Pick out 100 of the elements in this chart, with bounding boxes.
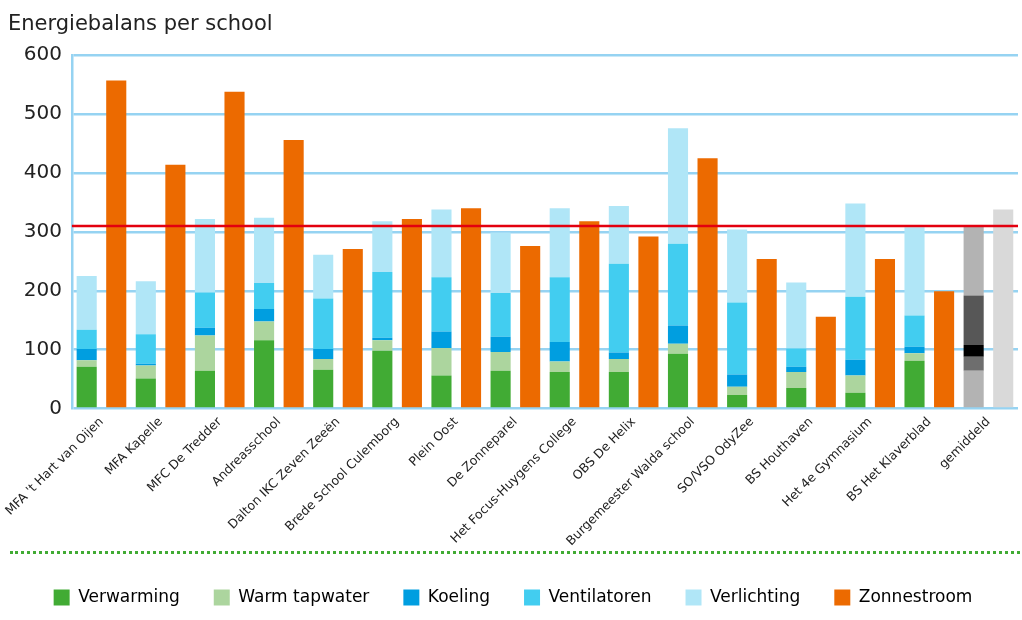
bar (608, 263, 629, 353)
bar (608, 372, 629, 408)
bar (963, 344, 984, 357)
bar (904, 360, 925, 408)
y-tick-label: 200 (23, 276, 62, 301)
bar (313, 369, 334, 408)
bar (786, 366, 807, 373)
bar (490, 370, 511, 408)
bar (194, 292, 215, 328)
bar (904, 353, 925, 361)
bar (608, 359, 629, 373)
bar (697, 158, 718, 408)
bar (254, 340, 275, 408)
bar (135, 365, 156, 379)
bar (608, 352, 629, 360)
bar (667, 343, 689, 354)
bar (431, 209, 452, 278)
bar (372, 340, 393, 351)
bar (135, 334, 156, 364)
bar (549, 277, 570, 342)
bar (76, 360, 97, 367)
bar (934, 291, 955, 408)
bar (845, 359, 866, 376)
bar (845, 203, 866, 297)
bar (845, 375, 866, 393)
bar (549, 342, 570, 362)
bar (313, 349, 334, 360)
bar (845, 296, 866, 360)
bar (667, 128, 689, 244)
bar (254, 217, 275, 284)
bar (313, 298, 334, 350)
bar (786, 372, 807, 388)
bar (993, 209, 1014, 408)
bar (815, 316, 836, 408)
bar (372, 271, 393, 338)
bar (401, 218, 422, 408)
bar (786, 387, 807, 408)
bar (786, 348, 807, 367)
bar (963, 295, 984, 345)
bar (106, 80, 127, 408)
bar (874, 258, 896, 408)
legend-label: Warm tapwater (238, 585, 370, 606)
bar (904, 346, 925, 354)
bar (431, 347, 452, 376)
bar (904, 227, 925, 316)
bar (579, 221, 600, 408)
legend-label: Ventilatoren (548, 585, 652, 606)
bar (194, 218, 215, 293)
bar (727, 229, 748, 303)
bar (254, 309, 275, 322)
bar (194, 335, 215, 371)
bar (254, 321, 275, 341)
legend-label: Zonnestroom (858, 585, 973, 606)
y-tick-label: 300 (23, 218, 62, 243)
bar (667, 243, 689, 326)
bar (756, 258, 777, 408)
bar (727, 374, 748, 387)
bar (431, 331, 452, 348)
bar (342, 248, 363, 408)
bar (963, 226, 984, 296)
bar (194, 370, 215, 408)
bar (194, 327, 215, 336)
bar (786, 282, 807, 349)
legend-label: Verlichting (710, 585, 801, 606)
y-tick-label: 600 (23, 41, 62, 66)
legend-label: Verwarming (78, 585, 180, 606)
bar (372, 221, 393, 272)
bar (76, 276, 97, 330)
bar (490, 232, 511, 294)
bar (608, 205, 629, 264)
bar (76, 349, 97, 361)
bar (135, 281, 156, 335)
bar (254, 283, 275, 310)
bar (76, 329, 97, 350)
bar (372, 350, 393, 408)
bar (963, 370, 984, 408)
bar (549, 372, 570, 408)
chart-title: Energiebalans per school (8, 11, 273, 36)
bar (460, 208, 482, 408)
bar (549, 361, 570, 373)
bar (313, 359, 334, 370)
bar (667, 353, 689, 408)
bar (727, 386, 748, 395)
bar (963, 356, 984, 371)
y-tick-label: 400 (23, 159, 62, 184)
bar (520, 246, 541, 408)
legend-label: Koeling (427, 585, 491, 606)
bar (904, 315, 925, 347)
bar (638, 236, 659, 408)
bar (431, 375, 452, 408)
bar (727, 395, 748, 408)
bar (727, 302, 748, 375)
bar (490, 293, 511, 337)
bar (135, 378, 156, 408)
bar (313, 254, 334, 299)
bar (667, 325, 689, 344)
y-tick-label: 0 (49, 394, 62, 419)
bar (76, 366, 97, 408)
y-tick-label: 100 (23, 335, 62, 360)
bar (431, 277, 452, 332)
